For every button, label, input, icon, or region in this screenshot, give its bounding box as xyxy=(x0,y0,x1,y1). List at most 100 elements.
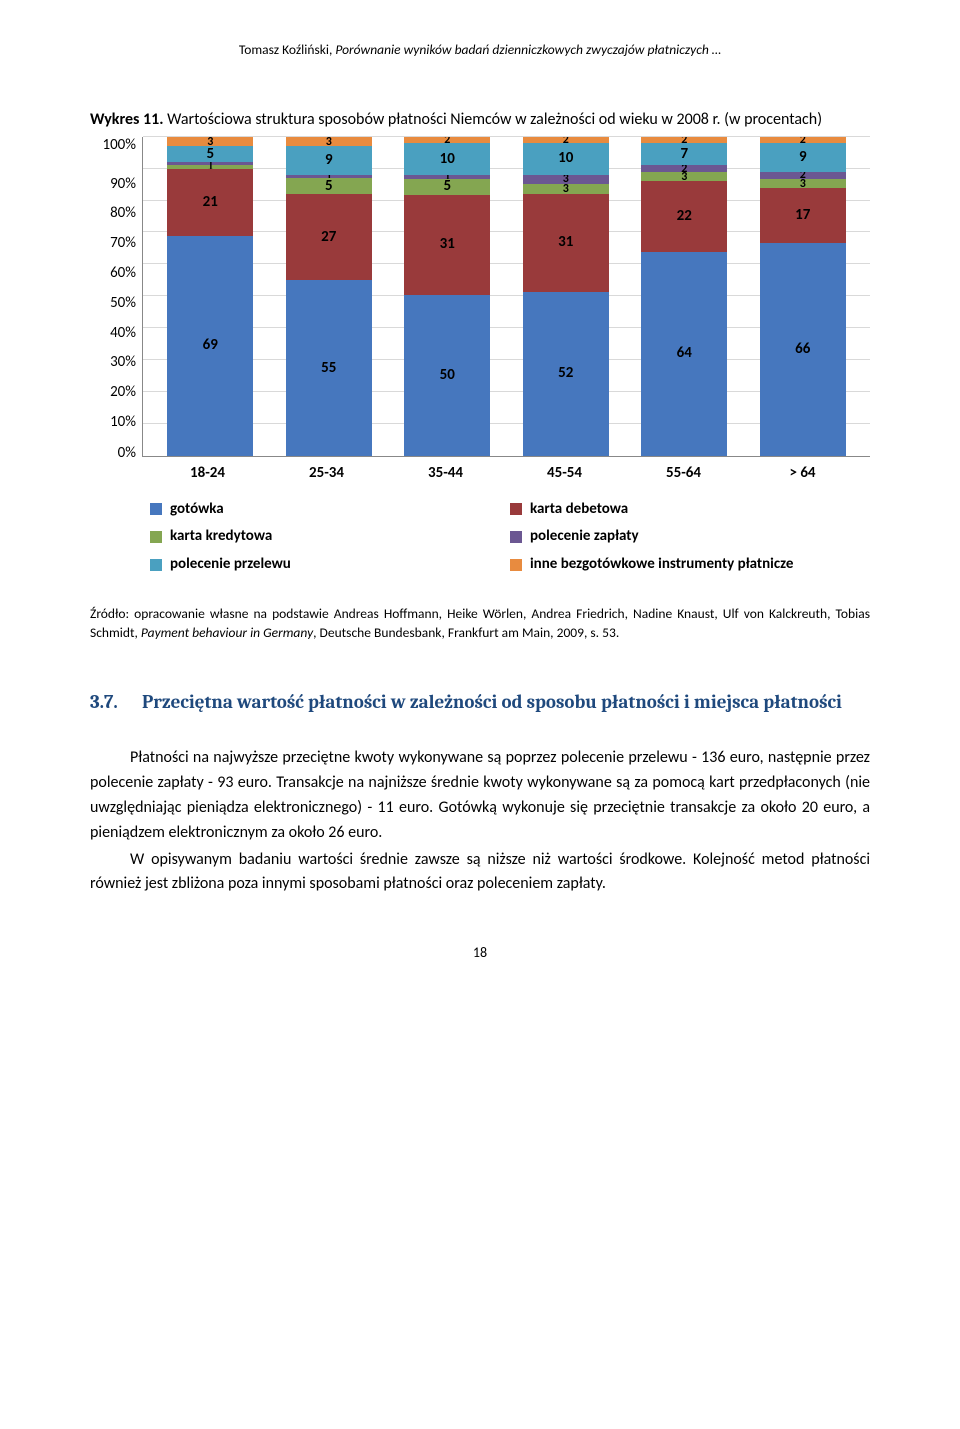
bar-value-label: 3 xyxy=(207,137,213,147)
chart-y-axis: 100%90%80%70%60%50%40%30%20%10%0% xyxy=(90,137,142,457)
bar-value-label: 9 xyxy=(799,150,807,165)
running-head-author: Tomasz Koźliński, xyxy=(239,41,336,58)
section-number: 3.7. xyxy=(90,689,142,717)
bar-segment-przelew: 9 xyxy=(286,146,372,175)
legend-label: polecenie przelewu xyxy=(170,554,291,576)
bar-segment-debet: 31 xyxy=(404,195,490,295)
bar-segment-debet: 31 xyxy=(523,194,609,292)
bar-column: 64223272 xyxy=(641,137,727,456)
bar-segment-kredyt: 3 xyxy=(641,172,727,182)
bar-segment-gotowka: 66 xyxy=(760,243,846,456)
y-tick: 30% xyxy=(90,352,136,374)
bar-segment-przelew: 10 xyxy=(404,143,490,175)
chart-plot: 6921115355275193503151102523133102642232… xyxy=(142,137,870,457)
y-tick: 60% xyxy=(90,263,136,285)
body-text: Płatności na najwyższe przeciętne kwoty … xyxy=(90,746,870,897)
bar-value-label: 3 xyxy=(563,175,569,184)
figure-caption: Wykres 11. Wartościowa struktura sposobó… xyxy=(90,108,870,131)
x-category: > 64 xyxy=(760,463,846,485)
bar-segment-gotowka: 64 xyxy=(641,252,727,456)
bar-segment-kredyt: 5 xyxy=(286,178,372,194)
bar-column: 69211153 xyxy=(167,137,253,456)
bar-segment-gotowka: 50 xyxy=(404,295,490,456)
y-tick: 70% xyxy=(90,233,136,255)
bar-value-label: 31 xyxy=(558,235,573,250)
y-tick: 80% xyxy=(90,203,136,225)
bar-segment-przelew: 5 xyxy=(167,146,253,162)
legend-swatch xyxy=(510,531,522,543)
y-tick: 20% xyxy=(90,382,136,404)
bar-value-label: 3 xyxy=(563,184,569,193)
y-tick: 40% xyxy=(90,323,136,345)
bar-value-label: 3 xyxy=(326,137,332,147)
bar-segment-kredyt: 3 xyxy=(760,179,846,189)
bar-value-label: 5 xyxy=(443,179,451,194)
legend-item-debet: karta debetowa xyxy=(510,499,870,521)
page-number: 18 xyxy=(90,943,870,963)
legend-item-przelew: polecenie przelewu xyxy=(150,554,510,576)
bar-segment-gotowka: 69 xyxy=(167,236,253,456)
legend-label: karta kredytowa xyxy=(170,526,272,548)
figure-source: Źródło: opracowanie własne na podstawie … xyxy=(90,604,870,643)
chart-legend: gotówka karta debetowa karta kredytowa pole… xyxy=(90,485,870,592)
legend-swatch xyxy=(510,503,522,515)
bar-value-label: 5 xyxy=(325,179,333,194)
section-heading: 3.7. Przeciętna wartość płatności w zale… xyxy=(90,689,870,717)
body-paragraph: W opisywanym badaniu wartości średnie za… xyxy=(90,848,870,898)
legend-label: karta debetowa xyxy=(530,499,628,521)
bar-value-label: 21 xyxy=(203,195,218,210)
bar-value-label: 22 xyxy=(677,209,692,224)
bar-segment-inne: 3 xyxy=(286,137,372,147)
bar-segment-kredyt: 3 xyxy=(523,184,609,193)
bar-value-label: 55 xyxy=(321,361,336,376)
bar-value-label: 27 xyxy=(321,230,336,245)
bar-segment-przelew: 9 xyxy=(760,143,846,172)
bar-segment-przelew: 10 xyxy=(523,143,609,175)
y-tick: 10% xyxy=(90,412,136,434)
x-category: 45-54 xyxy=(522,463,608,485)
bar-value-label: 7 xyxy=(680,147,688,162)
legend-swatch xyxy=(150,559,162,571)
legend-swatch xyxy=(150,531,162,543)
bar-column: 523133102 xyxy=(523,137,609,456)
legend-item-kredyt: karta kredytowa xyxy=(150,526,510,548)
bar-segment-debet: 21 xyxy=(167,169,253,236)
bar-value-label: 3 xyxy=(800,179,806,189)
legend-item-gotowka: gotówka xyxy=(150,499,510,521)
bar-segment-zaplata: 3 xyxy=(523,175,609,184)
bar-segment-debet: 27 xyxy=(286,194,372,280)
bar-segment-inne: 3 xyxy=(167,137,253,147)
figure-caption-rest: Wartościowa struktura sposobów płatności… xyxy=(164,110,823,129)
legend-swatch xyxy=(510,559,522,571)
bar-value-label: 64 xyxy=(677,346,692,361)
bar-value-label: 17 xyxy=(795,208,810,223)
legend-label: polecenie zapłaty xyxy=(530,526,639,548)
y-tick: 50% xyxy=(90,293,136,315)
x-category: 25-34 xyxy=(284,463,370,485)
chart: 100%90%80%70%60%50%40%30%20%10%0% 692111… xyxy=(90,137,870,592)
bar-value-label: 52 xyxy=(558,366,573,381)
bar-value-label: 31 xyxy=(440,237,455,252)
x-category: 18-24 xyxy=(165,463,251,485)
bar-value-label: 5 xyxy=(206,147,214,162)
bar-column: 66173292 xyxy=(760,137,846,456)
y-tick: 90% xyxy=(90,174,136,196)
bar-column: 503151102 xyxy=(404,137,490,456)
bar-value-label: 50 xyxy=(440,368,455,383)
bar-segment-debet: 22 xyxy=(641,181,727,251)
section-title: Przeciętna wartość płatności w zależnośc… xyxy=(142,689,870,717)
bar-segment-gotowka: 55 xyxy=(286,280,372,455)
bar-value-label: 10 xyxy=(558,151,573,166)
bar-column: 55275193 xyxy=(286,137,372,456)
chart-bars: 6921115355275193503151102523133102642232… xyxy=(143,137,870,456)
legend-item-inne: inne bezgotówkowe instrumenty płatnicze xyxy=(510,554,870,576)
chart-x-axis: 18-2425-3435-4445-5455-64> 64 xyxy=(90,457,870,485)
bar-segment-debet: 17 xyxy=(760,188,846,243)
bar-segment-gotowka: 52 xyxy=(523,292,609,456)
bar-segment-przelew: 7 xyxy=(641,143,727,165)
source-italic: Payment behaviour in Germany xyxy=(141,624,313,641)
figure-caption-bold: Wykres 11. xyxy=(90,110,164,129)
bar-value-label: 66 xyxy=(795,342,810,357)
y-tick: 0% xyxy=(90,443,136,465)
legend-label: gotówka xyxy=(170,499,224,521)
